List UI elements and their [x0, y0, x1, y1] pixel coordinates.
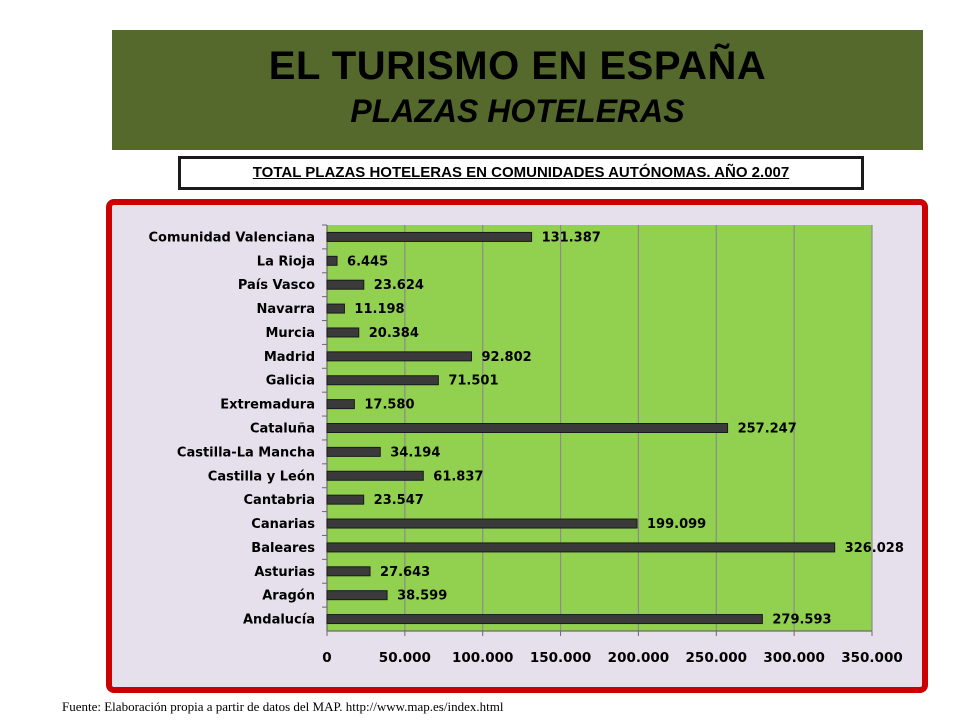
- bar: [326, 231, 533, 242]
- bar: [326, 351, 473, 362]
- x-tick-label: 250.000: [686, 650, 748, 666]
- bar: [326, 327, 360, 338]
- value-label: 326.028: [845, 541, 904, 556]
- chart-heading-box: TOTAL PLAZAS HOTELERAS EN COMUNIDADES AU…: [178, 156, 864, 190]
- category-label: Asturias: [254, 565, 315, 580]
- category-label: Andalucía: [243, 613, 315, 628]
- bar: [326, 614, 763, 625]
- page-subtitle: PLAZAS HOTELERAS: [350, 93, 685, 129]
- bar-chart: 0 50.000 100.000 150.000 200.000 250.000 300.0…: [148, 224, 904, 666]
- category-label: Baleares: [251, 541, 315, 556]
- category-label: Cataluña: [250, 422, 315, 437]
- value-label: 11.198: [354, 302, 404, 317]
- x-tick-label: 350.000: [841, 650, 903, 666]
- category-label: Madrid: [264, 350, 315, 365]
- value-label: 20.384: [369, 326, 419, 341]
- bar: [326, 399, 355, 410]
- category-label: Aragón: [262, 589, 315, 604]
- x-tick-label: 100.000: [452, 650, 514, 666]
- bar: [326, 494, 365, 505]
- page-title: EL TURISMO EN ESPAÑA: [268, 44, 767, 88]
- bar: [326, 542, 836, 553]
- value-label: 38.599: [397, 589, 447, 604]
- category-label: Navarra: [257, 302, 316, 317]
- value-label: 131.387: [542, 230, 601, 245]
- value-label: 279.593: [772, 613, 831, 628]
- value-label: 71.501: [448, 374, 498, 389]
- x-tick-label: 200.000: [608, 650, 670, 666]
- bar: [326, 279, 365, 290]
- bar: [326, 303, 345, 314]
- value-label: 27.643: [380, 565, 430, 580]
- x-tick-label: 300.000: [763, 650, 825, 666]
- chart-frame: 0 50.000 100.000 150.000 200.000 250.000 300.0…: [106, 199, 928, 693]
- bar: [326, 255, 338, 266]
- bar: [326, 446, 381, 457]
- x-tick-label: 0: [322, 650, 331, 666]
- category-label: La Rioja: [257, 254, 315, 269]
- title-band: EL TURISMO EN ESPAÑA PLAZAS HOTELERAS: [112, 30, 923, 150]
- value-label: 199.099: [647, 517, 706, 532]
- category-label: Castilla-La Mancha: [177, 445, 315, 460]
- x-tick-label: 50.000: [379, 650, 431, 666]
- category-label: País Vasco: [238, 278, 315, 293]
- category-label: Castilla y León: [208, 469, 315, 484]
- source-note: Fuente: Elaboración propia a partir de d…: [62, 699, 504, 714]
- category-label: Extremadura: [220, 398, 315, 413]
- value-label: 257.247: [738, 422, 797, 437]
- bar: [326, 375, 439, 386]
- category-label: Murcia: [265, 326, 315, 341]
- category-label: Canarias: [251, 517, 315, 532]
- category-label: Galicia: [266, 374, 315, 389]
- value-label: 23.624: [374, 278, 424, 293]
- value-label: 92.802: [482, 350, 532, 365]
- chart-heading: TOTAL PLAZAS HOTELERAS EN COMUNIDADES AU…: [181, 159, 861, 187]
- category-label: Comunidad Valenciana: [148, 230, 315, 245]
- category-label: Cantabria: [244, 493, 316, 508]
- bar: [326, 423, 729, 433]
- x-tick-label: 150.000: [530, 650, 592, 666]
- bar: [326, 518, 638, 529]
- value-label: 23.547: [374, 493, 424, 508]
- bar: [326, 590, 388, 601]
- bar: [326, 470, 424, 481]
- bar: [326, 566, 371, 577]
- value-label: 61.837: [433, 469, 483, 484]
- value-label: 34.194: [390, 445, 440, 460]
- value-label: 6.445: [347, 254, 388, 269]
- value-label: 17.580: [364, 398, 414, 413]
